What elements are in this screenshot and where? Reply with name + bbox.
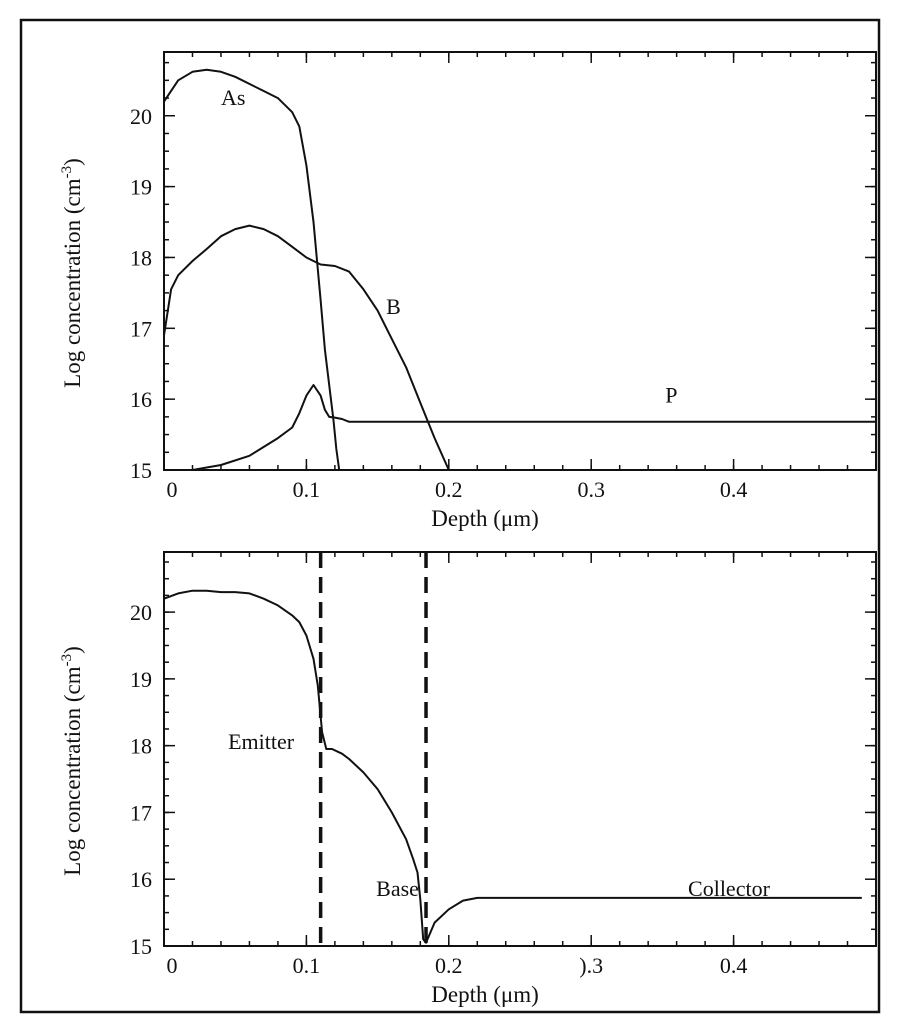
top-y-axis-title: Log concentration (cm-3) — [59, 158, 85, 388]
bottom-y-tick-label: 20 — [130, 600, 152, 625]
top-series-as — [163, 68, 341, 471]
top-y-tick-label: 17 — [130, 316, 152, 341]
top-y-tick-label: 20 — [130, 104, 152, 129]
top-x-tick-label: 0 — [167, 477, 178, 502]
bottom-plot-frame — [163, 551, 877, 947]
bottom-x-axis-title: Depth (μm) — [431, 982, 539, 1007]
top-annotation-as: As — [221, 85, 245, 110]
top-y-tick-label: 16 — [130, 387, 152, 412]
bottom-annotation-collector: Collector — [688, 876, 771, 901]
bottom-y-tick-label: 17 — [130, 800, 152, 825]
bottom-y-tick-label: 19 — [130, 667, 152, 692]
top-x-tick-label: 0.2 — [435, 477, 463, 502]
bottom-annotation-emitter: Emitter — [228, 729, 295, 754]
top-x-tick-label: 0.1 — [293, 477, 321, 502]
top-annotation-p: P — [665, 383, 677, 408]
bottom-y-tick-label: 16 — [130, 867, 152, 892]
bottom-chart-panel: 15 16 17 18 19 20 0 0.1 0.2 ).3 0.4 Depth (μm) Log c… — [59, 551, 877, 1007]
top-x-axis-title: Depth (μm) — [431, 506, 539, 531]
top-series-p — [192, 384, 876, 471]
bottom-x-tick-label: 0.2 — [435, 953, 463, 978]
bottom-series-net-doping — [163, 589, 862, 944]
top-x-tick-label: 0.3 — [577, 477, 605, 502]
bottom-y-tick-label: 18 — [130, 734, 152, 759]
top-chart-panel: 15 16 17 18 19 20 0 0.1 0.2 0.3 0.4 Depth (μm) Log c… — [59, 51, 877, 531]
top-plot-frame — [163, 51, 877, 471]
bottom-y-axis-title: Log concentration (cm-3) — [59, 646, 85, 876]
bottom-annotation-base: Base — [376, 876, 419, 901]
top-y-tick-label: 19 — [130, 175, 152, 200]
bottom-x-tick-label: 0 — [167, 953, 178, 978]
top-annotation-b: B — [386, 294, 401, 319]
top-x-tick-label: 0.4 — [720, 477, 748, 502]
top-series-b — [163, 224, 450, 471]
bottom-x-tick-label: 0.1 — [293, 953, 321, 978]
top-y-tick-label: 15 — [130, 458, 152, 483]
bottom-y-tick-label: 15 — [130, 934, 152, 959]
bottom-x-tick-label: 0.4 — [720, 953, 748, 978]
top-y-tick-label: 18 — [130, 245, 152, 270]
bottom-x-tick-label: ).3 — [579, 953, 603, 978]
